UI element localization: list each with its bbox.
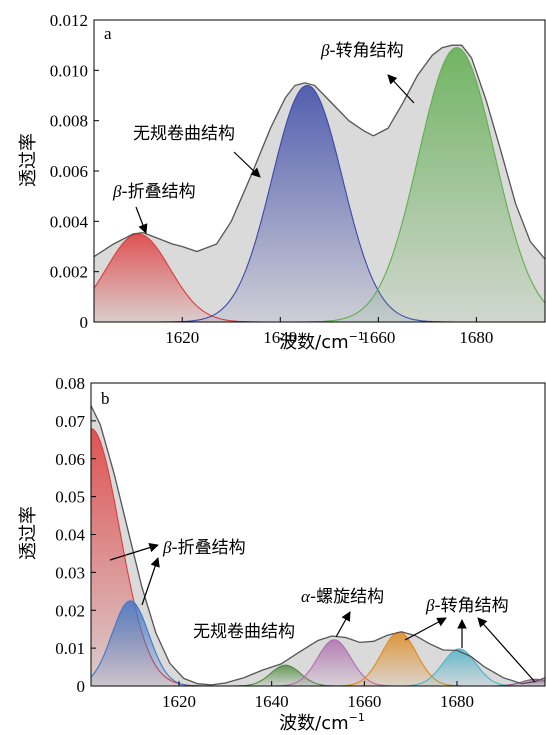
panel-b-series-5-line <box>91 648 545 686</box>
panel-b-ylabel: 透过率 <box>18 506 39 560</box>
panel-b-envelope-line <box>91 405 545 686</box>
panel-a-series-0-area <box>94 233 545 322</box>
panel-b-ytick-label: 0.07 <box>55 412 85 431</box>
panel-a-envelope-line <box>94 44 545 260</box>
panel-a-xtick-label: 1660 <box>361 328 395 347</box>
panel-b-xtick-label: 1640 <box>255 692 289 711</box>
panel-a-ytick-label: 0.008 <box>50 112 88 131</box>
panel-b-arrow-beta-sheet-2 <box>141 557 160 606</box>
panel-b-ytick-label: 0.02 <box>55 601 85 620</box>
panel-b-arrow-beta-sheet-1 <box>109 542 159 561</box>
panel-a-xtick-label: 1680 <box>459 328 493 347</box>
panel-a-ytick-label: 0.004 <box>50 212 89 231</box>
panel-a-letter: a <box>104 24 112 43</box>
panel-b-ytick-label: 0 <box>77 677 86 696</box>
panel-a: 1620 1640 1660 1680 0 0.002 0.004 0.006 0.008 0.0… <box>18 11 546 353</box>
panel-a-ytick-label: 0 <box>80 313 89 332</box>
panel-b-series-1-area <box>91 600 545 686</box>
panel-b-xtick-label: 1680 <box>440 692 474 711</box>
panel-a-ticks: 1620 1640 1660 1680 0 0.002 0.004 0.006 0.008 0.0… <box>50 11 494 347</box>
panel-a-ytick-label: 0.012 <box>50 11 88 30</box>
panel-a-series-0-line <box>94 233 545 322</box>
panel-b-annot-beta-sheet: β-折叠结构 <box>162 538 246 558</box>
panel-b-xtick-label: 1620 <box>162 692 196 711</box>
panel-b-ytick-label: 0.03 <box>55 563 85 582</box>
panel-b-series-3-area <box>91 639 545 686</box>
panel-b-series-3-line <box>91 639 545 686</box>
panel-b-xtick-label: 1660 <box>347 692 381 711</box>
panel-a-ylabel: 透过率 <box>18 133 39 187</box>
panel-b-annot-alpha-helix: α-螺旋结构 <box>301 587 384 607</box>
panel-b-plot-area <box>91 405 545 686</box>
panel-a-annot-beta-sheet: β-折叠结构 <box>112 182 196 202</box>
panel-b-ytick-label: 0.08 <box>55 374 85 393</box>
panel-b-xlabel: 波数/cm−1 <box>279 711 365 734</box>
panel-a-annot-random-coil: 无规卷曲结构 <box>133 124 235 144</box>
panel-a-plot-area <box>94 44 545 322</box>
panel-a-ytick-label: 0.010 <box>50 61 88 80</box>
panel-b-ytick-label: 0.05 <box>55 488 85 507</box>
panel-a-xlabel: 波数/cm−1 <box>279 330 365 353</box>
panel-a-annot-beta-turn: β-转角结构 <box>320 41 404 61</box>
panel-a-series-2-area <box>94 47 545 322</box>
panel-a-ytick-label: 0.002 <box>50 263 88 282</box>
panel-b-series-1-line <box>91 600 545 686</box>
panel-b-ytick-label: 0.04 <box>55 526 85 545</box>
panel-a-ytick-label: 0.006 <box>50 162 88 181</box>
panel-b-annot-beta-turn: β-转角结构 <box>425 596 509 616</box>
panel-b-ticks: 1620 1640 1660 1680 0 0.01 0.02 0.03 0.04 0.05 0.0… <box>55 374 474 711</box>
panel-a-arrow-beta-turn <box>387 74 415 104</box>
panel-b-ytick-label: 0.01 <box>55 639 85 658</box>
panel-a-arrow-random-coil <box>233 151 261 178</box>
panel-b-arrow-beta-turn-1 <box>404 617 447 641</box>
panel-b-annot-random-coil: 无规卷曲结构 <box>193 622 295 642</box>
panel-b-ytick-label: 0.06 <box>55 450 85 469</box>
panel-a-arrow-beta-sheet <box>135 206 148 234</box>
panel-b-arrow-alpha-helix <box>335 611 351 638</box>
panel-a-xtick-label: 1620 <box>165 328 199 347</box>
panel-b-arrow-beta-turn-3 <box>477 617 536 683</box>
panel-b: 1620 1640 1660 1680 0 0.01 0.02 0.03 0.04 0.05 0.0… <box>18 374 546 734</box>
panel-b-envelope-fill <box>91 405 545 686</box>
panel-a-series-1-area <box>94 85 545 322</box>
panel-b-letter: b <box>101 389 110 408</box>
panel-a-xtick-label: 1640 <box>263 328 297 347</box>
